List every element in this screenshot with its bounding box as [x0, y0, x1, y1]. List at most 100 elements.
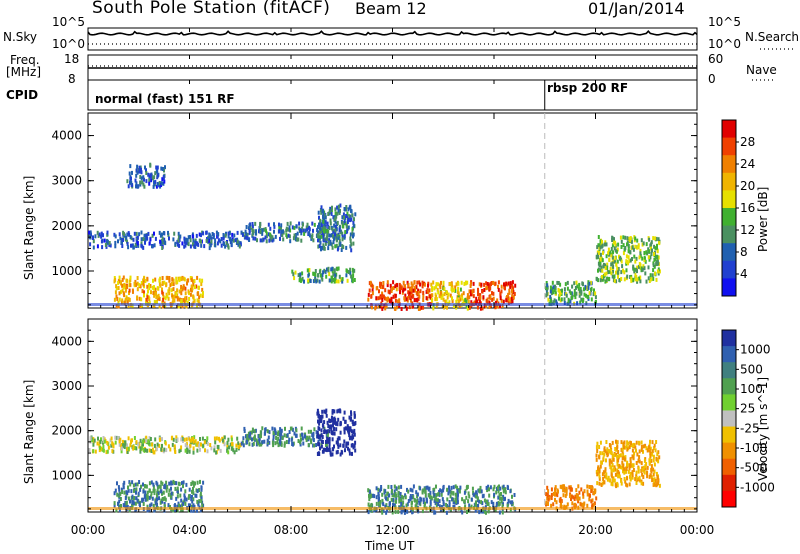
data-cell — [198, 278, 201, 283]
data-cell — [402, 500, 405, 505]
data-cell — [161, 287, 163, 292]
data-cell — [434, 496, 437, 501]
data-cell — [183, 239, 186, 244]
data-cell — [301, 226, 304, 231]
data-cell — [149, 494, 152, 499]
data-cell — [133, 496, 135, 501]
data-cell — [123, 293, 126, 298]
data-cell — [341, 231, 344, 236]
data-cell — [342, 224, 345, 229]
data-region — [545, 484, 598, 511]
data-cell — [485, 304, 488, 309]
data-cell — [453, 500, 456, 505]
data-cell — [118, 499, 121, 504]
data-cell — [245, 434, 247, 439]
data-cell — [136, 235, 139, 240]
colorbar-tick-label: 25 — [740, 402, 755, 416]
data-cell — [479, 306, 482, 311]
data-cell — [265, 234, 268, 239]
data-cell — [629, 461, 632, 466]
data-cell — [158, 230, 161, 235]
data-cell — [117, 286, 120, 290]
data-cell — [102, 439, 105, 444]
data-cell — [126, 446, 129, 451]
data-cell — [153, 299, 156, 304]
data-cell — [444, 304, 447, 309]
data-cell — [133, 231, 136, 236]
data-cell — [185, 298, 188, 303]
data-cell — [296, 231, 299, 236]
data-cell — [146, 504, 149, 509]
data-cell — [143, 233, 146, 238]
data-cell — [114, 488, 117, 493]
data-cell — [126, 241, 129, 246]
data-cell — [324, 220, 327, 225]
data-cell — [386, 296, 389, 301]
data-cell — [569, 291, 572, 296]
data-cell — [323, 409, 326, 414]
data-cell — [411, 509, 414, 514]
colorbar-swatch — [722, 378, 736, 395]
data-cell — [456, 489, 459, 493]
data-cell — [135, 282, 138, 287]
data-cell — [278, 229, 281, 234]
data-cell — [558, 296, 560, 301]
data-cell — [331, 205, 333, 210]
data-cell — [554, 489, 557, 494]
data-cell — [182, 484, 184, 489]
data-cell — [125, 296, 128, 301]
y-tick-label: 3000 — [51, 174, 82, 188]
data-cell — [246, 233, 249, 237]
data-cell — [106, 240, 109, 245]
data-cell — [635, 448, 637, 453]
data-cell — [198, 488, 201, 492]
data-cell — [636, 238, 639, 243]
data-cell — [200, 233, 202, 238]
data-cell — [478, 488, 481, 493]
data-cell — [150, 480, 153, 485]
data-cell — [388, 493, 391, 498]
data-cell — [148, 300, 151, 305]
data-cell — [643, 251, 646, 255]
data-cell — [338, 228, 341, 233]
data-cell — [419, 496, 422, 501]
data-cell — [121, 490, 124, 494]
data-cell — [326, 267, 328, 272]
data-cell — [404, 293, 407, 298]
data-cell — [571, 501, 574, 506]
data-cell — [260, 434, 262, 439]
data-cell — [243, 426, 246, 431]
data-cell — [553, 298, 556, 303]
data-cell — [603, 272, 606, 277]
data-cell — [139, 182, 142, 187]
data-cell — [381, 291, 384, 296]
data-cell — [371, 288, 374, 293]
colorbar-frame — [721, 329, 737, 508]
data-cell — [317, 411, 320, 416]
data-cell — [597, 235, 600, 239]
data-cell — [190, 287, 192, 292]
data-cell — [122, 503, 125, 508]
data-cell — [575, 280, 578, 285]
data-cell — [603, 452, 606, 457]
data-cell — [278, 222, 280, 227]
data-cell — [322, 211, 325, 216]
data-cell — [486, 285, 489, 290]
data-cell — [461, 497, 464, 502]
data-cell — [468, 295, 471, 300]
data-cell — [588, 485, 591, 489]
data-cell — [318, 215, 320, 220]
data-cell — [578, 289, 581, 294]
data-cell — [431, 287, 434, 292]
data-cell — [127, 488, 130, 493]
data-cell — [347, 428, 349, 433]
data-cell — [314, 275, 317, 280]
data-cell — [598, 455, 601, 460]
data-cell — [567, 297, 570, 302]
data-cell — [273, 431, 276, 436]
data-cell — [189, 443, 192, 448]
colorbar-swatch — [722, 278, 736, 297]
colorbar-swatch — [722, 442, 736, 460]
data-cell — [547, 297, 550, 302]
data-cell — [579, 287, 582, 291]
